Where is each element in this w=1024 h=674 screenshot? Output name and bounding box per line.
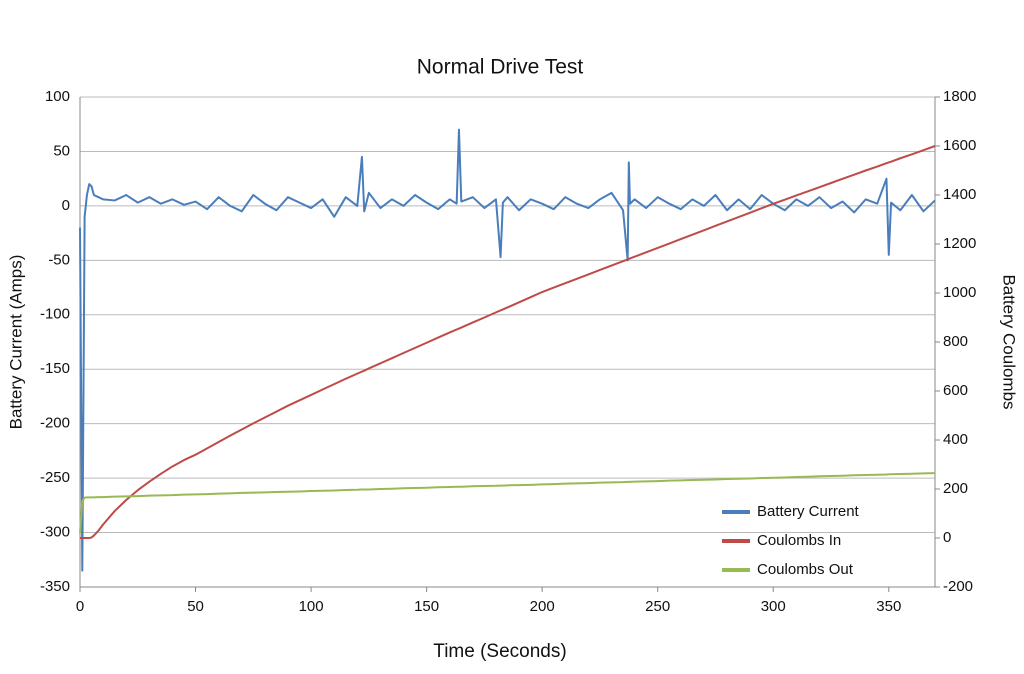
legend-label: Coulombs In [757, 532, 841, 549]
y2-axis-label: Battery Coulombs [1000, 274, 1019, 409]
y-tick-label: -100 [40, 306, 70, 323]
y-tick-label: -200 [40, 415, 70, 432]
x-axis-label: Time (Seconds) [433, 641, 566, 662]
x-tick-label: 250 [645, 598, 670, 615]
y2-tick-label: 1800 [943, 88, 976, 105]
y2-tick-label: 800 [943, 333, 968, 350]
y-tick-label: -250 [40, 469, 70, 486]
y2-tick-label: 1400 [943, 186, 976, 203]
x-tick-label: 200 [530, 598, 555, 615]
x-tick-label: 350 [876, 598, 901, 615]
chart-title: Normal Drive Test [417, 56, 584, 79]
series-line [79, 128, 936, 572]
x-tick-label: 300 [761, 598, 786, 615]
y2-tick-label: 200 [943, 480, 968, 497]
y2-tick-label: 400 [943, 431, 968, 448]
y-axis-label: Battery Current (Amps) [6, 255, 25, 430]
y2-tick-label: 0 [943, 529, 951, 546]
y-tick-label: -350 [40, 578, 70, 595]
legend-label: Battery Current [757, 503, 860, 520]
y-tick-label: -300 [40, 524, 70, 541]
y-tick-label: 50 [53, 142, 70, 159]
x-tick-label: 0 [76, 598, 84, 615]
y2-tick-label: 1200 [943, 235, 976, 252]
y2-tick-label: 600 [943, 382, 968, 399]
y-tick-label: -150 [40, 360, 70, 377]
series-line [80, 145, 936, 539]
legend-label: Coulombs Out [757, 561, 854, 578]
x-tick-label: 50 [187, 598, 204, 615]
x-tick-label: 100 [299, 598, 324, 615]
y-tick-label: -50 [48, 251, 70, 268]
y2-tick-label: -200 [943, 578, 973, 595]
x-tick-label: 150 [414, 598, 439, 615]
series-line [79, 472, 936, 534]
y-tick-label: 100 [45, 88, 70, 105]
y-tick-label: 0 [62, 197, 70, 214]
y2-tick-label: 1600 [943, 137, 976, 154]
y2-tick-label: 1000 [943, 284, 976, 301]
